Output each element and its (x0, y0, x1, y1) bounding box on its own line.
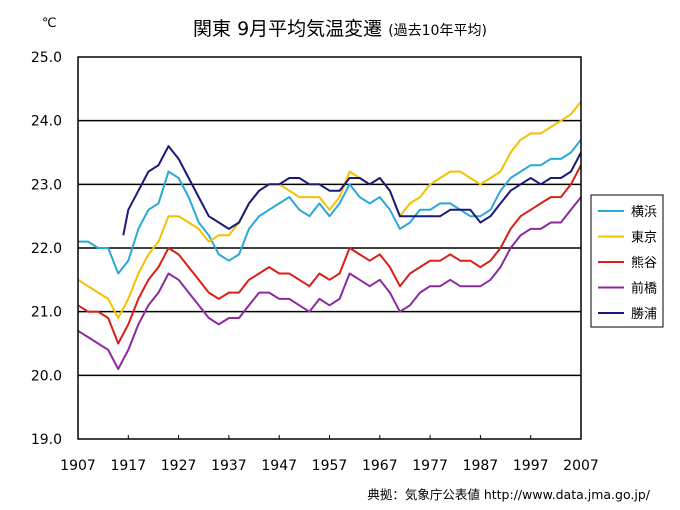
y-tick-label: 19.0 (31, 432, 62, 448)
legend-label-3: 前橋 (631, 281, 657, 297)
y-tick-label: 21.0 (31, 305, 62, 321)
y-tick-label: 24.0 (31, 114, 62, 130)
x-tick-label: 1927 (161, 458, 197, 474)
x-tick-label: 1907 (60, 458, 96, 474)
chart-title-main: 関東 9月平均気温変遷 (193, 18, 383, 40)
y-tick-label: 23.0 (31, 177, 62, 193)
x-tick-label: 1967 (362, 458, 398, 474)
legend-label-4: 勝浦 (631, 307, 657, 322)
chart-subtitle: (過去10年平均) (388, 23, 487, 39)
series-line-3 (77, 196, 582, 370)
x-tick-label: 1937 (211, 458, 247, 474)
grid-lines (78, 119, 581, 377)
legend-label-0: 横浜 (631, 205, 657, 220)
legend-label-1: 東京 (631, 230, 657, 246)
x-tick-label: 1987 (463, 458, 499, 474)
series-line-4 (122, 145, 582, 236)
x-tick-label: 2007 (563, 458, 599, 474)
y-tick-label: 25.0 (31, 50, 62, 66)
legend-label-2: 熊谷 (631, 255, 657, 271)
x-tick-label: 1917 (110, 458, 146, 474)
y-axis-unit: ℃ (42, 16, 57, 31)
plot-area-border (77, 56, 582, 440)
chart-title: 関東 9月平均気温変遷 (過去10年平均) (0, 14, 680, 41)
series-line-1 (77, 100, 582, 319)
series-line-2 (77, 164, 582, 345)
x-tick-label: 1957 (312, 458, 348, 474)
x-tick-labels: 1907 1917 1927 1937 1947 1957 1967 1977 1987 1997… (60, 435, 599, 474)
x-tick-label: 1947 (261, 458, 297, 474)
series-line-0 (78, 139, 582, 275)
y-tick-label: 22.0 (31, 241, 62, 257)
y-tick-labels: 19.0 20.0 21.0 22.0 23.0 24.0 25.0 (31, 50, 62, 448)
x-tick-label: 1997 (513, 458, 549, 474)
series-lines (77, 100, 582, 370)
x-tick-label: 1977 (412, 458, 448, 474)
y-tick-label: 20.0 (31, 368, 62, 384)
source-note: 典拠：気象庁公表値 http://www.data.jma.go.jp/ (367, 487, 650, 502)
